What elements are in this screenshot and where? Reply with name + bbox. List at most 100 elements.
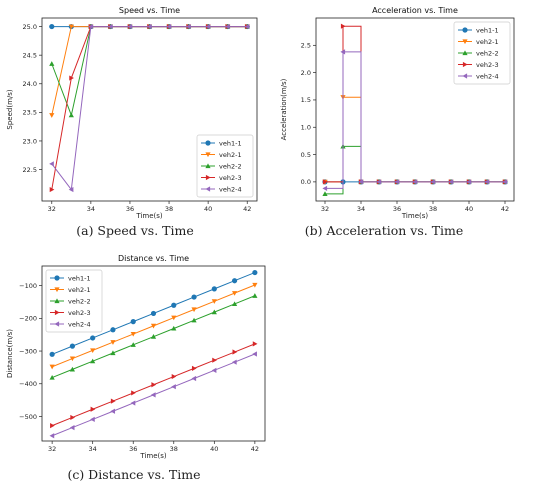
data-point-veh2-4 [146, 23, 152, 30]
legend-marker-veh2-2 [54, 298, 60, 304]
data-point-veh2-3 [110, 398, 116, 404]
y-tick-label: −400 [19, 380, 37, 388]
legend-box [196, 134, 254, 198]
data-point-veh2-3 [69, 75, 74, 81]
legend-label: veh2-1 [476, 38, 499, 46]
data-point-veh2-1 [49, 113, 55, 118]
data-point-veh1-1 [231, 278, 238, 284]
legend-entry-veh2-4: veh2-4 [50, 320, 91, 328]
data-point-veh2-4 [49, 161, 54, 167]
series-veh2-4 [49, 351, 257, 439]
legend-label: veh2-4 [219, 185, 242, 193]
series-veh2-1 [322, 95, 508, 185]
data-point-veh2-1 [150, 323, 157, 329]
series-veh2-2 [49, 23, 250, 118]
x-tick-label: 34 [89, 445, 97, 453]
legend: veh1-1 veh2-1 veh2-2 veh2-3 veh2-4 [45, 269, 103, 333]
legend-entry-veh2-1: veh2-1 [201, 151, 242, 159]
data-point-veh2-1 [49, 364, 55, 370]
y-axis-label: Distance(m/s) [6, 329, 14, 378]
data-point-veh2-2 [211, 309, 217, 315]
data-point-veh2-4 [191, 375, 197, 382]
data-point-veh2-1 [130, 331, 136, 337]
x-tick-label: 42 [243, 205, 251, 213]
y-tick-label: 24.0 [23, 80, 37, 88]
y-tick-label: −500 [19, 413, 37, 421]
legend-marker-veh2-4 [462, 73, 468, 79]
x-tick-label: 34 [357, 205, 365, 213]
x-axis-label: Time(s) [401, 212, 429, 220]
y-tick-label: 23.0 [23, 137, 37, 145]
data-point-veh2-4 [88, 23, 93, 30]
legend-entry-veh1-1: veh1-1 [458, 26, 499, 34]
data-point-veh2-3 [232, 349, 238, 355]
series-veh2-3 [50, 341, 258, 429]
data-point-veh2-2 [322, 191, 328, 196]
acceleration-chart: Acceleration vs. Time Time(s) Acceleration… [280, 6, 515, 220]
x-axis-label: Time(s) [139, 452, 167, 460]
data-point-veh2-4 [107, 23, 113, 30]
y-tick-label: 1.0 [301, 124, 311, 132]
legend-label: veh2-4 [68, 320, 91, 328]
y-tick-label: 23.5 [23, 109, 37, 117]
data-point-veh2-4 [49, 433, 55, 439]
data-point-veh1-1 [49, 351, 55, 357]
series-veh2-2 [49, 293, 258, 380]
y-tick-label: −200 [19, 315, 37, 323]
legend-marker-veh2-2 [462, 50, 468, 56]
x-tick-label: 38 [170, 445, 178, 453]
data-point-veh2-4 [502, 179, 508, 185]
plot-frame [315, 17, 515, 202]
series-veh2-4 [322, 49, 508, 192]
data-point-veh2-4 [225, 23, 230, 30]
data-point-veh2-4 [90, 416, 95, 423]
data-point-veh2-2 [68, 112, 74, 118]
legend-marker-veh1-1 [462, 27, 468, 33]
legend-entry-veh2-3: veh2-3 [50, 309, 91, 317]
legend-marker-veh2-1 [205, 152, 211, 158]
data-point-veh2-2 [90, 358, 96, 364]
data-point-veh2-4 [358, 179, 364, 185]
data-point-veh2-4 [127, 23, 133, 30]
legend-label: veh1-1 [219, 139, 242, 147]
data-point-veh1-1 [252, 269, 258, 276]
x-tick-label: 38 [429, 205, 437, 213]
data-point-veh2-4 [448, 179, 454, 185]
x-tick-label: 36 [129, 445, 137, 453]
data-point-veh2-3 [131, 390, 136, 396]
y-tick-label: 25.0 [23, 23, 37, 31]
legend-entry-veh2-1: veh2-1 [50, 286, 91, 294]
data-point-veh2-4 [150, 392, 156, 398]
y-tick-label: 24.5 [23, 51, 37, 59]
legend: veh1-1 veh2-1 veh2-2 veh2-3 veh2-4 [453, 21, 511, 85]
series-line-veh2-1 [325, 96, 505, 183]
data-point-veh2-4 [185, 23, 191, 30]
legend-marker-veh2-4 [205, 186, 211, 192]
legend-label: veh2-2 [219, 162, 242, 170]
y-tick-label: 2.0 [301, 69, 311, 77]
data-point-veh2-2 [110, 350, 116, 356]
data-point-veh2-4 [171, 384, 176, 390]
data-point-veh1-1 [130, 319, 136, 325]
data-point-veh2-2 [150, 334, 157, 339]
data-point-veh2-2 [49, 374, 55, 380]
legend-label: veh2-3 [476, 61, 499, 69]
x-tick-label: 32 [48, 445, 56, 453]
data-point-veh2-4 [231, 359, 237, 365]
caption-acceleration: (b) Acceleration vs. Time [305, 223, 464, 238]
y-tick-label: 1.5 [301, 96, 311, 104]
data-point-veh2-4 [244, 23, 250, 30]
data-point-veh2-3 [212, 357, 217, 363]
legend-entry-veh2-2: veh2-2 [458, 49, 499, 57]
data-point-veh2-4 [394, 179, 400, 185]
legend-marker-veh1-1 [205, 140, 211, 146]
data-point-veh2-3 [151, 382, 157, 388]
legend-marker-veh2-3 [462, 61, 468, 68]
data-point-veh2-2 [191, 317, 197, 323]
legend-entry-veh2-4: veh2-4 [201, 185, 242, 193]
data-point-veh2-4 [484, 179, 490, 185]
legend-marker-veh2-1 [462, 39, 468, 45]
data-point-veh2-4 [130, 400, 136, 406]
data-point-veh2-2 [49, 61, 55, 66]
series-line-veh2-2 [51, 26, 248, 117]
